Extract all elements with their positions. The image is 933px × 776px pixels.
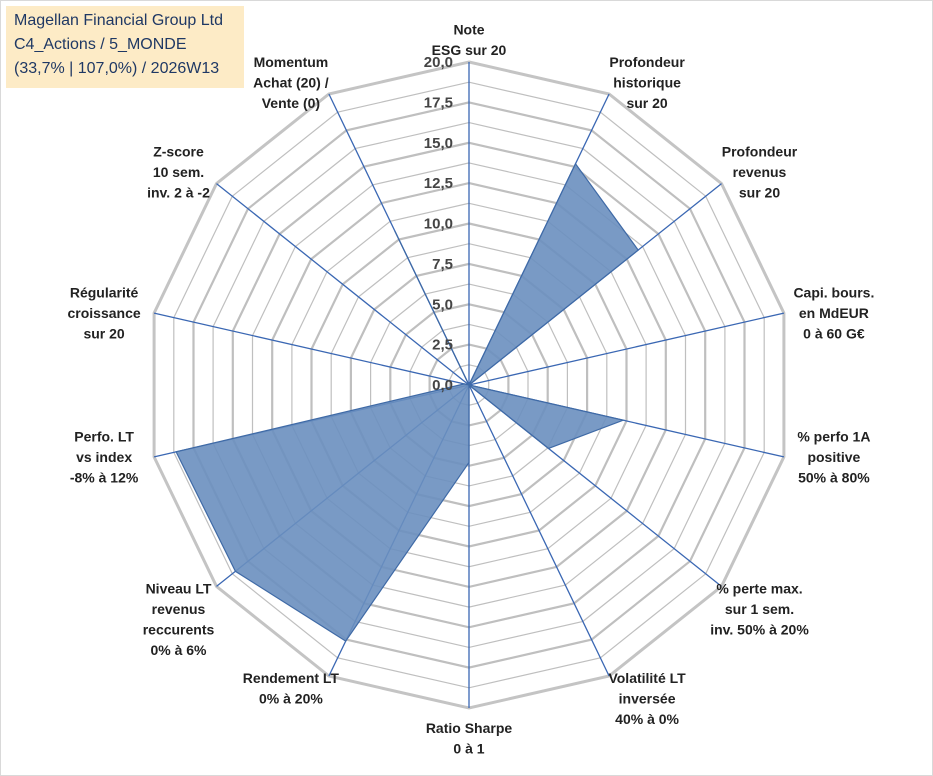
axis-label-line: Profondeur xyxy=(722,144,798,160)
axis-label-line: vs index xyxy=(76,449,132,465)
axis-label-line: % perte max. xyxy=(716,580,802,596)
axis-label-line: positive xyxy=(807,449,860,465)
axis-label: Z-score 10 sem. inv. 2 à -2 xyxy=(147,144,210,201)
tick-label: 17,5 xyxy=(424,94,453,111)
series-layer xyxy=(175,162,640,642)
title-stats: (33,7% | 107,0%) / 2026W13 xyxy=(14,60,220,77)
axis-label-line: % perfo 1A xyxy=(797,428,870,444)
axis-label: Note ESG sur 20 xyxy=(432,22,507,59)
tick-label: 15,0 xyxy=(424,135,453,152)
axis-label-line: inversée xyxy=(619,691,676,707)
axis-label-line: Z-score xyxy=(153,144,204,160)
axis-label-line: Momentum xyxy=(254,54,329,70)
tick-label: 12,5 xyxy=(424,175,453,192)
axis-label: Momentum Achat (20) / Vente (0) xyxy=(253,54,329,111)
axis-label-line: sur 20 xyxy=(626,95,667,111)
axis-spoke xyxy=(468,384,610,677)
axis-label-line: sur 20 xyxy=(83,326,124,342)
tick-label: 5,0 xyxy=(432,296,453,313)
axis-label-line: 0 à 1 xyxy=(453,741,484,757)
axis-label-line: sur 1 sem. xyxy=(725,601,794,617)
chart-title-box: Magellan Financial Group Ltd C4_Actions … xyxy=(6,6,244,88)
axis-label-line: 0 à 60 G€ xyxy=(803,326,865,342)
axis-label-line: en MdEUR xyxy=(799,305,869,321)
axis-label: Profondeur revenus sur 20 xyxy=(722,144,798,201)
axis-label-line: Régularité xyxy=(70,285,139,301)
title-category: C4_Actions / 5_MONDE xyxy=(14,36,187,53)
series-area xyxy=(175,162,640,642)
axis-label-line: Note xyxy=(453,22,484,38)
axis-label-line: Profondeur xyxy=(609,54,685,70)
axis-label-line: revenus xyxy=(733,164,787,180)
title-company: Magellan Financial Group Ltd xyxy=(14,12,224,29)
axis-spoke xyxy=(468,312,785,386)
axis-label-line: Volatilité LT xyxy=(608,670,686,686)
axis-label: Rendement LT 0% à 20% xyxy=(243,670,340,707)
axis-label-line: Capi. bours. xyxy=(793,285,874,301)
axis-labels: Note ESG sur 20 Profondeur historique sur 20… xyxy=(68,22,875,757)
axis-label-line: Perfo. LT xyxy=(74,428,134,444)
tick-label: 7,5 xyxy=(432,256,453,273)
tick-labels: 0,0 2,5 5,0 7,5 10,0 12,5 15,0 17,5 20,0 xyxy=(424,54,453,394)
axis-label-line: 50% à 80% xyxy=(798,469,870,485)
axis-label-line: 0% à 6% xyxy=(150,642,207,658)
axis-label-line: inv. 50% à 20% xyxy=(710,621,809,637)
axis-label-line: 0% à 20% xyxy=(259,691,323,707)
tick-label: 2,5 xyxy=(432,337,453,354)
axis-label: % perfo 1A positive 50% à 80% xyxy=(797,428,870,485)
axis-label-line: -8% à 12% xyxy=(70,469,139,485)
axis-label: Ratio Sharpe 0 à 1 xyxy=(426,720,513,757)
axis-label-line: Ratio Sharpe xyxy=(426,720,513,736)
axis-label-line: ESG sur 20 xyxy=(432,42,507,58)
axis-label: Niveau LT revenus reccurents 0% à 6% xyxy=(143,580,215,658)
axis-label-line: Niveau LT xyxy=(146,580,212,596)
axis-label-line: 40% à 0% xyxy=(615,711,679,727)
axis-label-line: historique xyxy=(613,75,681,91)
axis-label-line: inv. 2 à -2 xyxy=(147,185,210,201)
axis-label-line: Vente (0) xyxy=(262,95,320,111)
axis-label: % perte max. sur 1 sem. inv. 50% à 20% xyxy=(710,580,809,637)
axis-label-line: 10 sem. xyxy=(153,164,204,180)
tick-label: 0,0 xyxy=(432,377,453,394)
axis-spoke xyxy=(153,312,470,386)
axis-label: Régularité croissance sur 20 xyxy=(68,285,141,342)
axis-label: Volatilité LT inversée 40% à 0% xyxy=(608,670,686,727)
axis-label: Perfo. LT vs index -8% à 12% xyxy=(70,428,139,485)
axis-label-line: croissance xyxy=(68,305,141,321)
axis-label-line: Rendement LT xyxy=(243,670,340,686)
axis-label-line: Achat (20) / xyxy=(253,75,329,91)
axis-label: Capi. bours. en MdEUR 0 à 60 G€ xyxy=(793,285,874,342)
axis-label-line: revenus xyxy=(152,601,206,617)
axis-spoke xyxy=(216,183,470,386)
axis-label: Profondeur historique sur 20 xyxy=(609,54,685,111)
axis-label-line: sur 20 xyxy=(739,185,780,201)
tick-label: 10,0 xyxy=(424,216,453,233)
tick-label: 20,0 xyxy=(424,54,453,71)
axis-label-line: reccurents xyxy=(143,621,215,637)
